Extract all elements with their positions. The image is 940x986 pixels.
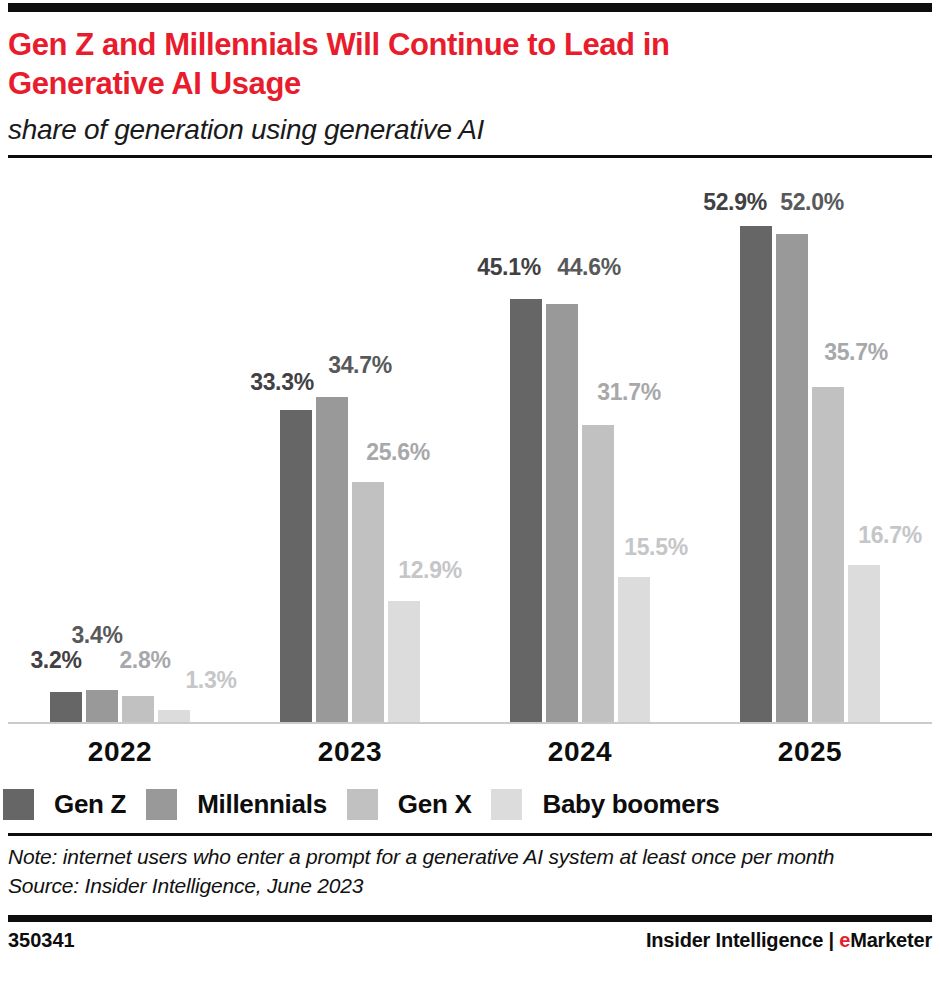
value-label: 25.6%	[366, 441, 430, 464]
bar-gen-z-2024	[510, 299, 542, 722]
brand-emarketer-rest: Marketer	[850, 929, 932, 951]
bar-millennials-2025	[776, 234, 808, 722]
bar-baby-boomers-2023	[388, 601, 420, 722]
top-accent-bar	[8, 3, 932, 12]
value-label: 31.7%	[597, 381, 661, 404]
value-label: 2.8%	[119, 649, 170, 672]
chart-title: Gen Z and Millennials Will Continue to L…	[8, 25, 932, 103]
value-label: 52.0%	[780, 191, 844, 214]
x-axis-label-2024: 2024	[548, 736, 612, 768]
value-label: 1.3%	[185, 669, 236, 692]
chart-note: Note: internet users who enter a prompt …	[8, 843, 916, 871]
chart-id: 350341	[8, 929, 75, 952]
footer-accent-bar	[8, 915, 932, 922]
x-axis-label-2022: 2022	[88, 736, 152, 768]
chart-legend: Gen Z Millennials Gen X Baby boomers	[3, 789, 932, 820]
chart-source: Source: Insider Intelligence, June 2023	[8, 871, 932, 900]
footer: 350341 Insider Intelligence | eMarketer	[8, 929, 932, 952]
legend-swatch-icon	[347, 789, 378, 820]
legend-label: Baby boomers	[542, 789, 719, 820]
bar-baby-boomers-2025	[848, 565, 880, 722]
brand-emarketer-e: e	[839, 929, 850, 951]
note-divider	[8, 833, 932, 836]
bar-gen-x-2025	[812, 387, 844, 722]
bar-gen-z-2025	[740, 226, 772, 722]
value-label: 15.5%	[624, 536, 688, 559]
legend-label: Millennials	[197, 789, 327, 820]
bar-millennials-2023	[316, 397, 348, 722]
brand-separator: |	[823, 929, 839, 951]
bar-gen-x-2022	[122, 696, 154, 722]
value-label: 3.2%	[30, 649, 81, 672]
bar-gen-z-2022	[50, 692, 82, 722]
bar-millennials-2024	[546, 304, 578, 722]
legend-swatch-icon	[3, 789, 34, 820]
legend-label: Gen Z	[54, 789, 126, 820]
chart-page: Gen Z and Millennials Will Continue to L…	[0, 3, 940, 952]
value-label: 16.7%	[858, 524, 922, 547]
bar-gen-x-2024	[582, 425, 614, 722]
legend-label: Gen X	[398, 789, 472, 820]
x-axis-label-2023: 2023	[318, 736, 382, 768]
x-axis-label-2025: 2025	[778, 736, 842, 768]
chart-subtitle: share of generation using generative AI	[8, 114, 932, 146]
brand-logo: Insider Intelligence | eMarketer	[646, 929, 932, 952]
legend-swatch-icon	[491, 789, 522, 820]
bar-gen-x-2023	[352, 482, 384, 722]
value-label: 35.7%	[824, 341, 888, 364]
brand-insider-intelligence: Insider Intelligence	[646, 929, 823, 951]
value-label: 12.9%	[398, 559, 462, 582]
bar-chart-plot-area: 3.2%3.4%2.8% 1.3% 2022 33.3% 34.7% 25.6% 12.9%…	[8, 158, 932, 772]
legend-item-gen-z: Gen Z	[3, 789, 126, 820]
legend-item-baby-boomers: Baby boomers	[491, 789, 719, 820]
bar-baby-boomers-2024	[618, 577, 650, 722]
value-label: 52.9%	[703, 191, 767, 214]
legend-swatch-icon	[146, 789, 177, 820]
value-label: 3.4%	[71, 624, 122, 647]
bar-baby-boomers-2022	[158, 710, 190, 722]
bar-millennials-2022	[86, 690, 118, 722]
value-label: 33.3%	[250, 371, 314, 394]
legend-item-gen-x: Gen X	[347, 789, 472, 820]
value-label: 34.7%	[328, 354, 392, 377]
bar-gen-z-2023	[280, 410, 312, 722]
x-axis-baseline	[8, 722, 932, 724]
legend-item-millennials: Millennials	[146, 789, 327, 820]
value-label: 45.1%	[477, 256, 541, 279]
value-label: 44.6%	[557, 256, 621, 279]
